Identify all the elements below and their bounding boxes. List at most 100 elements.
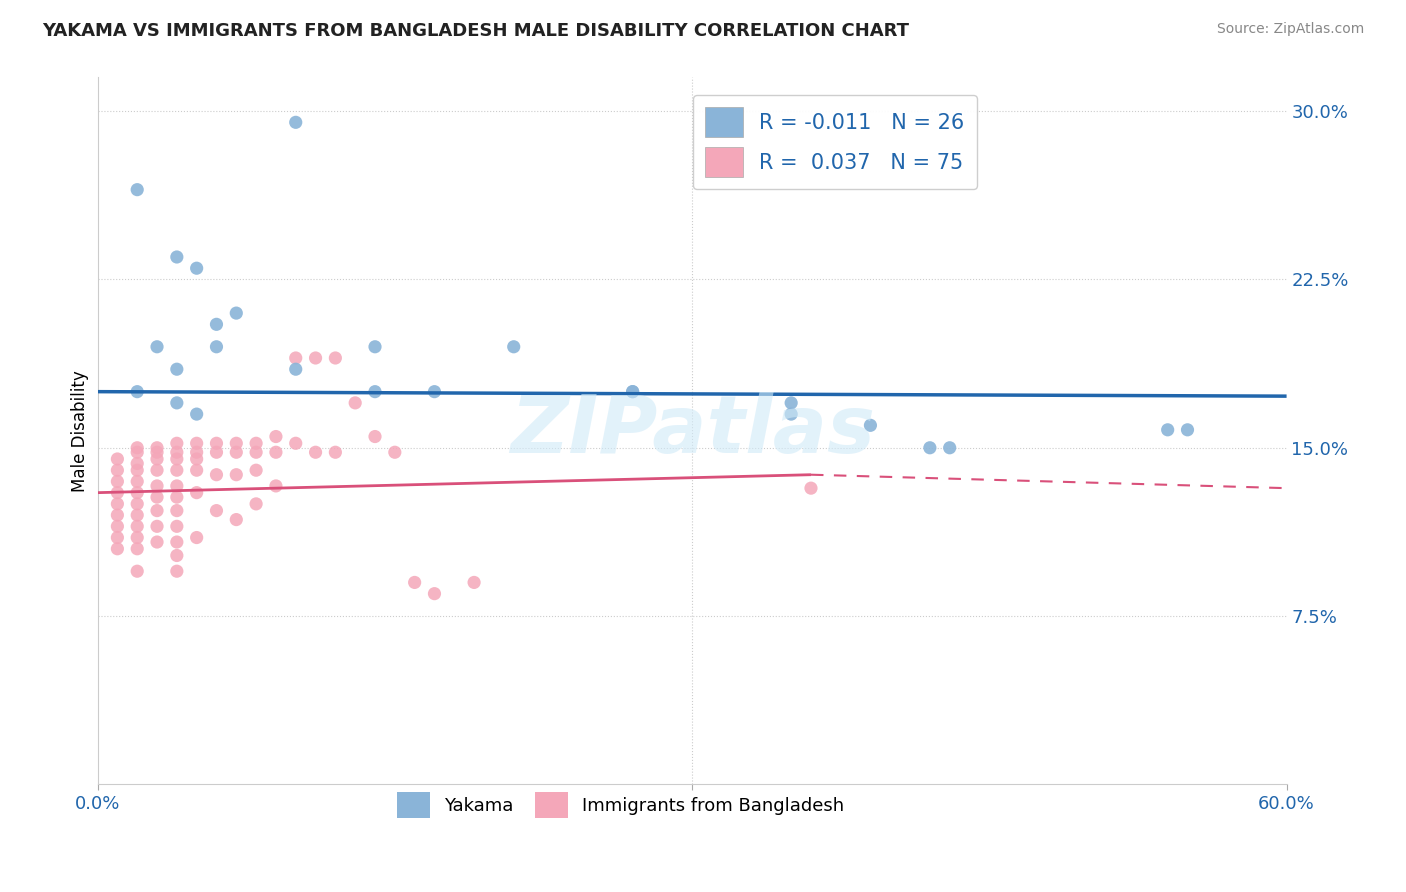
Point — [127, 475, 149, 489]
Point — [859, 418, 882, 433]
Point — [105, 497, 128, 511]
Point — [364, 429, 387, 443]
Point — [225, 306, 247, 320]
Point — [186, 485, 208, 500]
Point — [105, 519, 128, 533]
Point — [284, 362, 307, 376]
Point — [245, 497, 267, 511]
Point — [621, 384, 644, 399]
Point — [166, 445, 188, 459]
Point — [1177, 423, 1199, 437]
Point — [146, 452, 169, 467]
Text: YAKAMA VS IMMIGRANTS FROM BANGLADESH MALE DISABILITY CORRELATION CHART: YAKAMA VS IMMIGRANTS FROM BANGLADESH MAL… — [42, 22, 910, 40]
Point — [166, 463, 188, 477]
Point — [423, 587, 446, 601]
Point — [1156, 423, 1178, 437]
Point — [166, 549, 188, 563]
Point — [105, 475, 128, 489]
Point — [146, 490, 169, 504]
Point — [127, 541, 149, 556]
Point — [146, 441, 169, 455]
Point — [166, 396, 188, 410]
Point — [918, 441, 941, 455]
Point — [205, 503, 228, 517]
Y-axis label: Male Disability: Male Disability — [72, 370, 89, 491]
Point — [127, 457, 149, 471]
Point — [146, 519, 169, 533]
Point — [166, 250, 188, 264]
Point — [384, 445, 406, 459]
Point — [146, 340, 169, 354]
Point — [146, 445, 169, 459]
Point — [423, 384, 446, 399]
Point — [344, 396, 367, 410]
Point — [127, 508, 149, 522]
Point — [186, 531, 208, 545]
Point — [364, 384, 387, 399]
Point — [284, 436, 307, 450]
Point — [127, 564, 149, 578]
Point — [186, 445, 208, 459]
Point — [127, 531, 149, 545]
Point — [325, 445, 347, 459]
Text: Source: ZipAtlas.com: Source: ZipAtlas.com — [1216, 22, 1364, 37]
Point — [186, 407, 208, 421]
Point — [205, 436, 228, 450]
Point — [186, 436, 208, 450]
Point — [205, 318, 228, 332]
Point — [304, 445, 326, 459]
Point — [780, 396, 803, 410]
Point — [105, 463, 128, 477]
Point — [284, 351, 307, 365]
Point — [127, 441, 149, 455]
Point — [225, 436, 247, 450]
Point — [264, 429, 287, 443]
Point — [205, 445, 228, 459]
Point — [166, 436, 188, 450]
Point — [146, 535, 169, 549]
Point — [325, 351, 347, 365]
Legend: Yakama, Immigrants from Bangladesh: Yakama, Immigrants from Bangladesh — [389, 785, 852, 825]
Point — [105, 508, 128, 522]
Point — [245, 463, 267, 477]
Point — [264, 479, 287, 493]
Point — [245, 436, 267, 450]
Point — [166, 452, 188, 467]
Point — [105, 452, 128, 467]
Point — [105, 541, 128, 556]
Point — [127, 445, 149, 459]
Point — [166, 564, 188, 578]
Text: ZIPatlas: ZIPatlas — [509, 392, 875, 470]
Point — [225, 512, 247, 526]
Point — [938, 441, 960, 455]
Point — [127, 519, 149, 533]
Point — [166, 519, 188, 533]
Point — [127, 485, 149, 500]
Point — [225, 445, 247, 459]
Point — [364, 340, 387, 354]
Point — [225, 467, 247, 482]
Point — [621, 384, 644, 399]
Point — [800, 481, 823, 495]
Point — [127, 497, 149, 511]
Point — [127, 463, 149, 477]
Point — [404, 575, 426, 590]
Point — [780, 407, 803, 421]
Point — [264, 445, 287, 459]
Point — [166, 503, 188, 517]
Point — [166, 535, 188, 549]
Point — [166, 479, 188, 493]
Point — [205, 467, 228, 482]
Point — [166, 362, 188, 376]
Point — [304, 351, 326, 365]
Point — [146, 503, 169, 517]
Point — [284, 115, 307, 129]
Point — [166, 490, 188, 504]
Point — [146, 479, 169, 493]
Point — [105, 485, 128, 500]
Point — [127, 183, 149, 197]
Point — [186, 463, 208, 477]
Point — [186, 452, 208, 467]
Point — [205, 340, 228, 354]
Point — [502, 340, 524, 354]
